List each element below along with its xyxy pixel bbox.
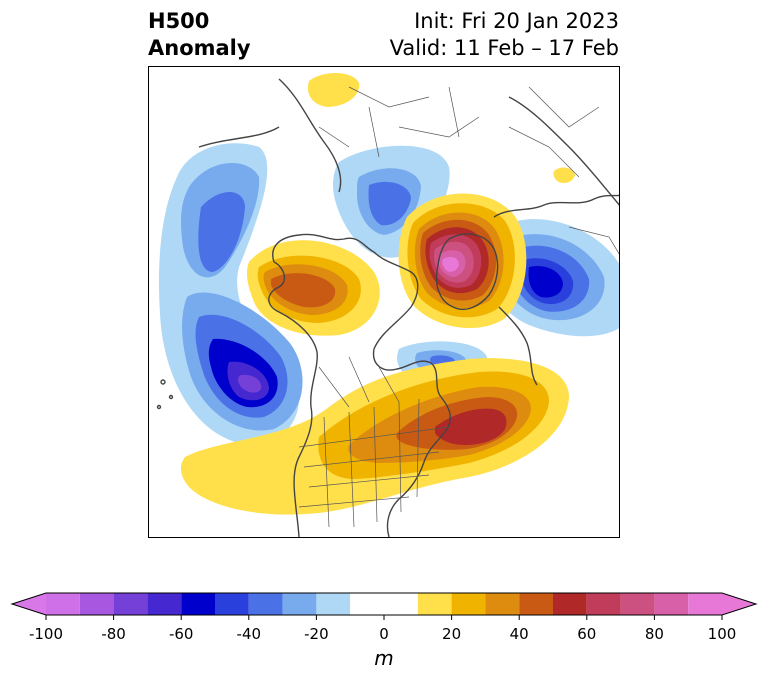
title-left: H500 Anomaly [148,8,251,62]
colorbar-segment [451,593,486,615]
colorbar-tick-label: 0 [379,625,389,643]
colorbar-tick-label: -80 [101,625,126,643]
title-field: H500 [148,9,210,33]
colorbar-segment [417,593,452,615]
colorbar-segment [620,593,655,615]
colorbar-segment [350,593,418,615]
init-date: Init: Fri 20 Jan 2023 [414,9,619,33]
colorbar-segment [282,593,317,615]
title-anomaly: Anomaly [148,36,251,60]
colorbar-tick-label: -20 [304,625,329,643]
colorbar-segment [113,593,148,615]
colorbar-tick-label: 60 [577,625,597,643]
colorbar-tick-label: 80 [644,625,664,643]
colorbar-segment [79,593,114,615]
colorbar-extend-low [12,593,46,615]
small-positive-anomalies [149,72,575,319]
coastlines [156,78,619,537]
colorbar-segment [316,593,351,615]
colorbar-segment [519,593,553,615]
colorbar-segment [215,593,249,615]
title-right: Init: Fri 20 Jan 2023 Valid: 11 Feb – 17… [390,8,619,62]
political-borders [298,86,619,528]
colorbar-segment [553,593,587,615]
colorbar-segment [46,593,80,615]
map-canvas [149,72,619,537]
colorbar-tick-label: 100 [707,625,737,643]
colorbar-segment [181,593,215,615]
colorbar-tick-label: 20 [442,625,462,643]
valid-range: Valid: 11 Feb – 17 Feb [389,36,619,60]
colorbar-segment [586,593,621,615]
pacific-negative-anomaly [158,143,303,446]
colorbar-segment [654,593,689,615]
colorbar-segment [248,593,283,615]
colorbar-tick-label: -40 [236,625,262,643]
colorbar-tick-label: 40 [509,625,529,643]
anomaly-map [148,66,620,538]
colorbar-extend-high [722,593,756,615]
colorbar-unit: m [374,646,394,670]
colorbar-segment [485,593,520,615]
colorbar-tick-label: -60 [168,625,194,643]
colorbar-segment [688,593,722,615]
colorbar [10,592,758,620]
colorbar-tick-label: -100 [28,625,64,643]
colorbar-segment [147,593,182,615]
arctic-positive-anomaly [398,193,527,329]
